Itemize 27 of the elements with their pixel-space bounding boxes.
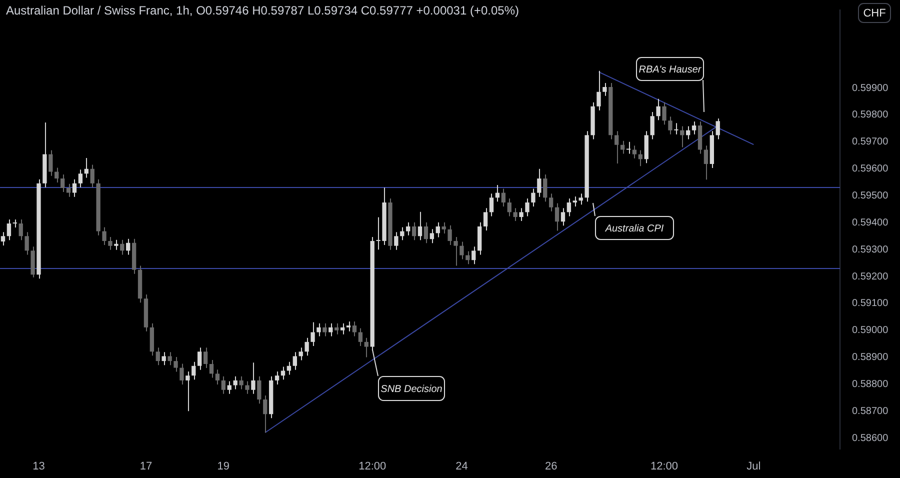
y-tick-label: 0.59300 — [852, 244, 889, 256]
y-tick-label: 0.59400 — [852, 217, 889, 228]
y-tick-label: 0.59900 — [852, 82, 889, 94]
y-tick-label: 0.59000 — [852, 325, 889, 336]
y-tick-label: 0.59600 — [852, 164, 889, 175]
y-tick-label: 0.59500 — [852, 190, 889, 202]
chart-title: Australian Dollar / Swiss Franc, 1h, O0.59746 H0.59787 L0.59734 C0.59777 +0.00031 (+0.05%) — [6, 3, 519, 18]
x-tick-label: 12:00 — [358, 460, 386, 472]
y-tick-label: 0.59800 — [852, 110, 889, 121]
x-tick-label: 26 — [544, 460, 558, 472]
annotation: RBA's Hauser — [638, 64, 702, 76]
x-tick-label: 17 — [140, 460, 152, 472]
annotation: Australia CPI — [604, 223, 664, 234]
x-tick-label: 13 — [32, 460, 45, 472]
y-tick-label: 0.59200 — [852, 271, 889, 282]
annotation: SNB Decision — [380, 384, 443, 395]
y-tick-label: 0.59700 — [852, 136, 889, 148]
y-tick-label: 0.58700 — [852, 406, 889, 417]
x-tick-label: 19 — [217, 460, 230, 472]
x-tick-label: 24 — [456, 460, 468, 472]
text: CHF — [863, 8, 886, 20]
y-tick-label: 0.58800 — [852, 378, 889, 390]
x-tick-label: Jul — [746, 460, 761, 472]
y-tick-label: 0.58900 — [852, 352, 889, 364]
y-tick-label: 0.58600 — [852, 432, 889, 444]
y-tick-label: 0.59100 — [852, 298, 889, 310]
x-tick-label: 12:00 — [650, 460, 678, 472]
